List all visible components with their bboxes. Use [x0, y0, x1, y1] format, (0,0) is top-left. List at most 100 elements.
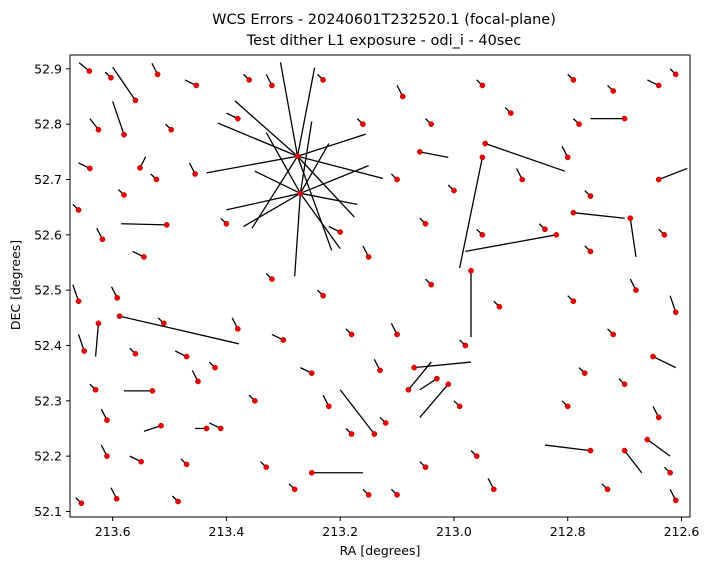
star-point — [394, 331, 400, 338]
star-point — [416, 148, 423, 155]
star-point — [428, 121, 435, 128]
star-point — [490, 486, 497, 493]
error-vector — [296, 156, 333, 251]
star-point — [422, 464, 429, 471]
star-point — [246, 77, 253, 83]
star-point — [81, 348, 88, 354]
star-point — [570, 77, 577, 83]
star-point — [621, 447, 628, 454]
star-point — [269, 276, 275, 282]
error-vector — [251, 155, 299, 229]
star-point — [104, 453, 110, 459]
star-point — [116, 313, 123, 320]
error-vector — [296, 67, 316, 157]
error-vector — [143, 425, 162, 432]
error-vector — [299, 121, 313, 194]
star-point — [92, 386, 99, 393]
error-vector — [112, 66, 136, 101]
star-point — [479, 154, 486, 161]
star-point — [650, 353, 656, 360]
star-point — [291, 486, 298, 493]
error-vector — [297, 133, 366, 157]
star-point — [570, 209, 577, 216]
x-tick-label: 213.6 — [95, 524, 131, 539]
star-point — [564, 403, 571, 410]
star-point — [95, 126, 102, 133]
plot-area — [72, 62, 688, 507]
error-vector — [299, 192, 341, 250]
error-vector — [624, 450, 643, 474]
error-vector — [226, 192, 301, 211]
star-point — [348, 331, 355, 338]
error-vector — [419, 378, 438, 391]
star-point — [175, 498, 181, 505]
star-point — [621, 115, 628, 122]
star-point — [377, 367, 383, 374]
star-point — [422, 220, 429, 227]
star-point — [320, 292, 326, 299]
star-point — [308, 370, 315, 376]
x-axis: 213.6 213.4 213.2 213.0 212.8 212.6 — [95, 517, 699, 539]
chart-subtitle: Test dither L1 exposure - odi_i - 40sec — [246, 33, 522, 49]
star-point — [462, 342, 469, 349]
star-point — [542, 226, 548, 233]
star-point — [610, 88, 617, 94]
error-vector — [458, 157, 484, 269]
y-tick-label: 52.8 — [34, 117, 62, 132]
error-vector — [121, 223, 167, 226]
star-point — [263, 464, 270, 471]
star-point — [479, 231, 486, 238]
error-vector — [629, 218, 637, 258]
error-vector — [669, 295, 677, 313]
star-point — [132, 97, 139, 104]
star-point — [576, 121, 582, 128]
star-point — [627, 215, 634, 222]
star-point — [193, 82, 200, 89]
star-point — [610, 331, 617, 338]
x-tick-label: 213.0 — [436, 524, 472, 539]
error-vector — [300, 192, 358, 206]
star-point — [655, 176, 662, 183]
plot-frame — [69, 54, 691, 518]
error-vector — [77, 334, 85, 352]
star-point — [507, 110, 514, 116]
x-axis-label: RA [degrees] — [340, 543, 421, 558]
star-point — [661, 231, 668, 238]
star-point — [655, 414, 662, 421]
star-point — [294, 153, 301, 160]
star-point — [87, 165, 93, 172]
star-point — [564, 154, 571, 161]
star-point — [158, 422, 164, 429]
star-point — [75, 298, 82, 305]
star-point — [667, 469, 673, 476]
star-point — [644, 436, 651, 443]
error-vector — [573, 212, 625, 219]
error-vector — [279, 62, 299, 157]
star-point — [633, 287, 639, 293]
error-vector — [217, 122, 298, 157]
error-vector — [265, 132, 301, 194]
star-point — [308, 469, 315, 476]
star-point — [394, 492, 400, 498]
star-point — [479, 82, 486, 89]
star-point — [203, 425, 210, 432]
star-point — [337, 229, 344, 235]
star-point — [473, 453, 480, 459]
star-point — [192, 171, 198, 177]
star-point — [212, 364, 218, 371]
error-vector — [299, 143, 330, 194]
star-point — [153, 176, 160, 183]
error-vectors-layer — [72, 62, 688, 504]
star-point — [75, 207, 82, 213]
error-vector — [297, 155, 384, 180]
star-point — [168, 126, 175, 133]
star-points-layer — [75, 68, 679, 507]
star-point — [399, 93, 406, 100]
star-point — [405, 386, 412, 393]
star-point — [99, 236, 106, 243]
error-vector — [544, 444, 591, 452]
chart-title: WCS Errors - 20240601T232520.1 (focal-pl… — [212, 12, 556, 28]
star-point — [234, 326, 241, 332]
star-point — [269, 82, 275, 89]
